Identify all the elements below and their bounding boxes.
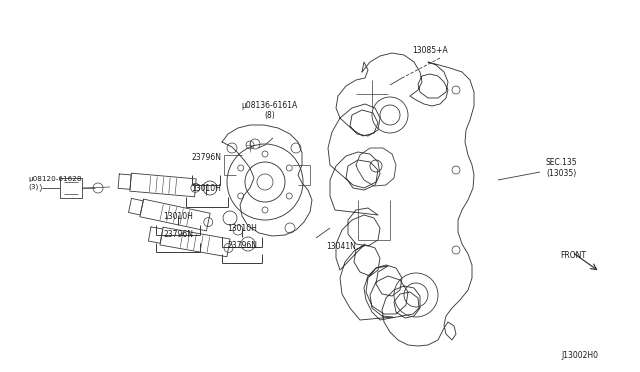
Text: 23796N: 23796N	[163, 230, 193, 239]
Text: µ08120-61628
(3): µ08120-61628 (3)	[28, 176, 81, 190]
Text: µ08136-6161A
(8): µ08136-6161A (8)	[242, 100, 298, 120]
Text: SEC.135
(13035): SEC.135 (13035)	[546, 158, 578, 178]
Text: J13002H0: J13002H0	[561, 351, 598, 360]
Text: 23796N: 23796N	[227, 241, 257, 250]
Text: FRONT: FRONT	[560, 250, 586, 260]
Text: 13041N: 13041N	[326, 242, 356, 251]
Text: 13010H: 13010H	[227, 224, 257, 233]
Text: 13010H: 13010H	[191, 184, 221, 193]
Text: 23796N: 23796N	[191, 153, 221, 162]
Text: 13085+A: 13085+A	[412, 46, 448, 55]
Text: 13010H: 13010H	[163, 212, 193, 221]
